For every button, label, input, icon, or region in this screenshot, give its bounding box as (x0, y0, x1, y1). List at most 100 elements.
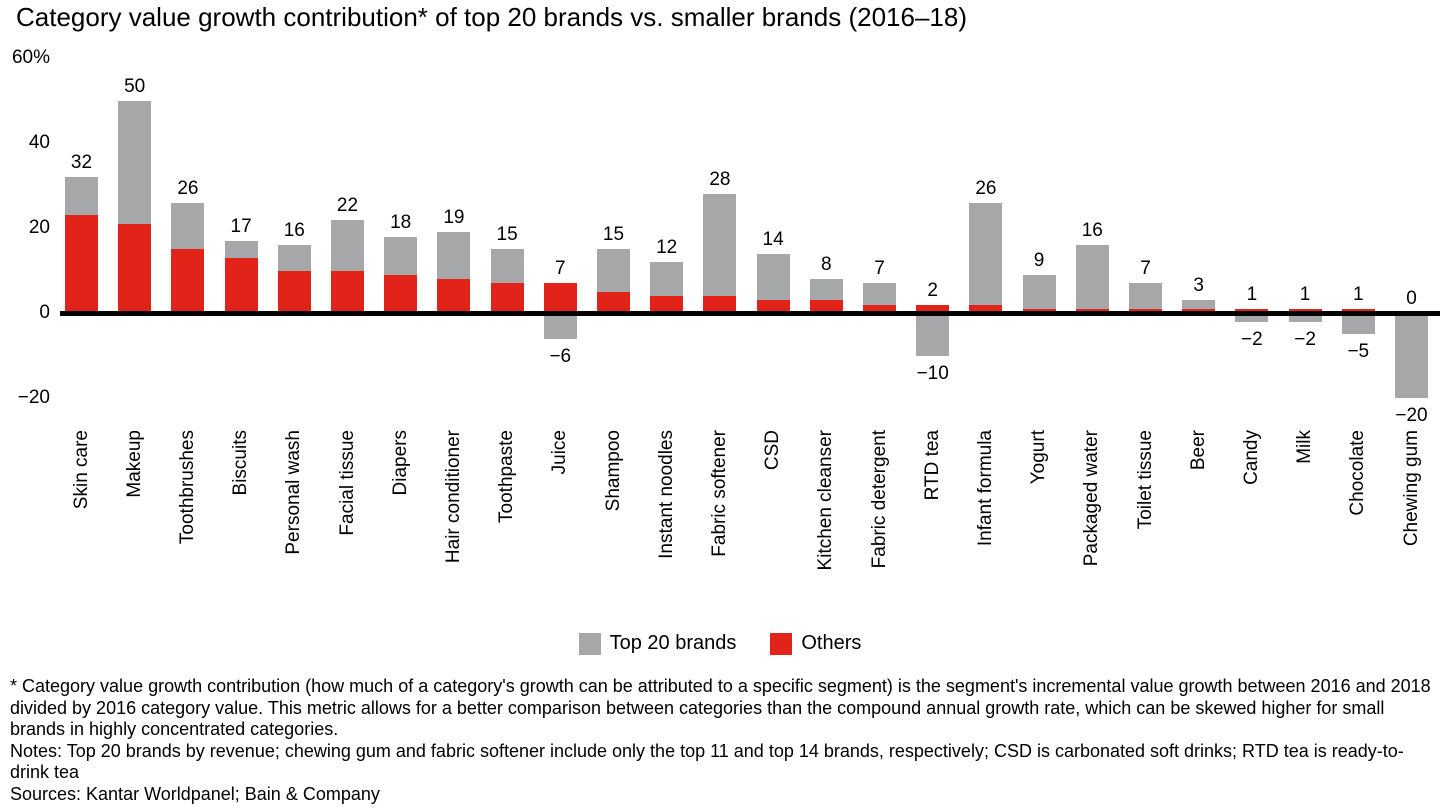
x-axis-category-label: Juice (549, 430, 571, 475)
bar-segment-top20 (118, 100, 152, 224)
y-axis-tick-label: 0 (39, 302, 50, 323)
footnote-notes: Notes: Top 20 brands by revenue; chewing… (10, 740, 1404, 783)
bar-segment-top20 (650, 262, 684, 296)
bar-segment-others (650, 296, 684, 313)
x-axis-category-label: Toilet tissue (1134, 430, 1156, 530)
bar-value-label: 26 (975, 177, 997, 199)
x-axis-category-label: Chewing gum (1400, 430, 1422, 547)
x-axis-category-label: Personal wash (283, 430, 305, 555)
bar-value-label-negative: −5 (1347, 341, 1370, 363)
x-axis-category-label: Infant formula (974, 430, 996, 547)
y-axis-tick-label: −20 (17, 387, 50, 408)
bar-segment-others (809, 300, 843, 313)
x-axis-category-label: Packaged water (1081, 430, 1103, 567)
bar-value-label: 3 (1193, 275, 1204, 297)
bar-value-label: 17 (230, 215, 252, 237)
bar-segment-top20 (1075, 245, 1109, 309)
bar-segment-top20 (490, 249, 524, 284)
bar-segment-others (384, 274, 418, 313)
bar-segment-top20 (1182, 300, 1216, 309)
bar-segment-top20 (65, 177, 98, 216)
bar-value-label: 0 (1406, 288, 1417, 309)
bar-segment-top20 (331, 219, 364, 271)
bar-segment-others (597, 291, 630, 313)
bar-value-label: 7 (874, 258, 885, 280)
legend-swatch (770, 632, 793, 655)
bar-segment-others (969, 304, 1003, 313)
bar-segment-others (703, 296, 737, 313)
bar-segment-others (224, 257, 258, 313)
bar-segment-others (916, 304, 950, 313)
bar-segment-others (437, 279, 471, 313)
bar-segment-top20 (224, 240, 258, 258)
x-axis-category-label: RTD tea (921, 430, 943, 501)
zero-axis-line (60, 311, 1440, 316)
x-axis-category-label: Shampoo (602, 430, 624, 512)
bar-segment-others (1075, 308, 1109, 313)
bar-segment-others (1235, 308, 1269, 313)
bar-segment-others (277, 270, 311, 313)
bar-value-label-negative: −10 (916, 362, 949, 384)
bar-value-label-negative: −6 (549, 345, 572, 367)
x-axis-category-label: Milk (1294, 430, 1316, 464)
bar-segment-top20 (437, 232, 471, 279)
x-axis-category-label: Facial tissue (336, 430, 358, 536)
bar-segment-top20 (1288, 313, 1322, 322)
footnote-sources: Sources: Kantar Worldpanel; Bain & Compa… (10, 783, 380, 804)
bar-segment-others (171, 249, 205, 313)
bar-segment-top20 (171, 202, 205, 250)
bar-value-label: 1 (1353, 283, 1364, 305)
legend-label: Others (801, 632, 862, 654)
legend-label: Top 20 brands (609, 632, 737, 654)
bar-segment-top20 (1022, 274, 1056, 309)
bar-segment-others (1341, 308, 1375, 313)
bar-value-label-negative: −2 (1294, 328, 1316, 350)
bar-value-label: 7 (1140, 258, 1151, 280)
bar-value-label: 1 (1246, 283, 1258, 305)
bar-segment-top20 (1395, 313, 1428, 398)
x-axis-category-label: Biscuits (230, 430, 252, 496)
bar-segment-top20 (1341, 313, 1375, 335)
bar-segment-others (118, 223, 152, 313)
bar-segment-others (863, 304, 896, 313)
bar-segment-others (1288, 308, 1322, 313)
x-axis-category-label: Fabric detergent (868, 430, 890, 569)
x-axis-category-label: Instant noodles (655, 430, 677, 559)
x-axis-category-label: CSD (762, 430, 784, 471)
bar-segment-top20 (384, 236, 418, 275)
bar-value-label: 7 (555, 258, 566, 280)
footnotes: * Category value growth contribution (ho… (10, 676, 1440, 805)
x-axis-category-label: Diapers (389, 430, 411, 496)
bar-segment-top20 (703, 194, 737, 296)
legend-item: Others (770, 632, 861, 655)
legend-item: Top 20 brands (578, 632, 737, 655)
bar-segment-top20 (756, 253, 790, 301)
x-axis-category-label: Hair conditioner (442, 430, 464, 564)
x-axis-category-label: Makeup (123, 430, 145, 498)
bar-value-label: 22 (336, 194, 359, 216)
y-axis-tick-label: 20 (28, 217, 50, 238)
bar-value-label: 32 (70, 152, 93, 173)
x-axis-category-label: Fabric softener (708, 430, 730, 557)
bar-value-label: 15 (496, 224, 518, 246)
x-axis-category-label: Skin care (70, 430, 92, 510)
bar-value-label: 16 (283, 220, 305, 241)
bar-value-label: 18 (390, 211, 412, 233)
bar-segment-top20 (1235, 313, 1269, 322)
x-axis-category-label: Toothpaste (496, 430, 518, 523)
bar-segment-others (331, 270, 364, 313)
bar-segment-others (756, 300, 790, 313)
x-axis-category-label: Yogurt (1028, 430, 1050, 485)
y-axis-tick-label: 60% (11, 47, 50, 68)
y-axis-tick-label: 40 (28, 132, 50, 153)
chart-title: Category value growth contribution* of t… (16, 2, 967, 32)
bar-value-label: 50 (124, 75, 146, 97)
bar-segment-others (490, 283, 524, 313)
bar-value-label: 12 (656, 237, 678, 258)
x-axis-category-label: Kitchen cleanser (815, 430, 837, 571)
bar-segment-top20 (597, 249, 630, 292)
bar-value-label: 28 (709, 169, 731, 190)
bar-segment-top20 (969, 202, 1003, 305)
bar-segment-others (543, 283, 577, 313)
